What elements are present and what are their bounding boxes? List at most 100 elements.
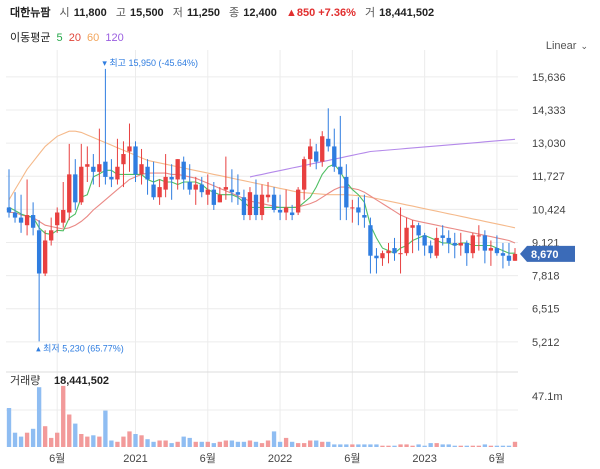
volume-bar bbox=[85, 436, 90, 447]
volume-bar bbox=[374, 444, 379, 447]
candle-body bbox=[265, 194, 271, 198]
candle-body bbox=[277, 209, 283, 213]
candle-body bbox=[356, 207, 361, 213]
ma-5[interactable]: 5 bbox=[56, 32, 63, 44]
candle-body bbox=[6, 207, 12, 213]
candle-body bbox=[446, 237, 451, 243]
candle-body bbox=[301, 159, 307, 190]
volume-value: 18,441,502 bbox=[379, 7, 435, 19]
moving-average-legend: 이동평균 5 20 60 120 bbox=[10, 29, 127, 45]
x-tick-label: 2022 bbox=[268, 453, 292, 465]
candle-body bbox=[392, 248, 397, 254]
candle-body bbox=[235, 192, 241, 195]
volume-bar bbox=[458, 445, 463, 447]
candle-body bbox=[73, 174, 78, 203]
candle-body bbox=[79, 166, 84, 203]
volume-bar bbox=[42, 426, 48, 447]
open-label: 시 bbox=[59, 7, 70, 19]
volume-bar bbox=[476, 445, 482, 447]
candle-body bbox=[410, 225, 415, 228]
candle-body bbox=[133, 146, 138, 175]
candle-body bbox=[464, 243, 469, 254]
volume-panel-value: 18,441,502 bbox=[54, 375, 109, 387]
volume-bar bbox=[488, 445, 494, 447]
candle-body bbox=[127, 146, 132, 152]
volume-bar bbox=[36, 387, 42, 447]
volume-bar bbox=[79, 434, 84, 447]
low-value: 11,250 bbox=[186, 7, 220, 19]
volume-bar bbox=[362, 444, 367, 447]
volume-bar bbox=[157, 440, 162, 447]
candle-body bbox=[404, 227, 409, 254]
close-label: 종 bbox=[229, 7, 240, 19]
candle-body bbox=[308, 146, 313, 160]
candle-body bbox=[362, 215, 367, 218]
candle-body bbox=[416, 225, 421, 236]
volume-bar bbox=[205, 441, 210, 447]
y-tick-label: 5,212 bbox=[532, 337, 560, 349]
candle-body bbox=[139, 164, 144, 175]
y-tick-label: 11,727 bbox=[532, 171, 565, 183]
candle-body bbox=[344, 176, 349, 208]
volume-bar bbox=[211, 443, 216, 447]
candle-body bbox=[211, 189, 216, 205]
candle-body bbox=[283, 207, 289, 213]
volume-bar bbox=[392, 445, 397, 447]
volume-bar bbox=[289, 441, 295, 447]
volume-bar bbox=[97, 436, 102, 447]
volume-bar bbox=[133, 434, 138, 447]
volume-bar bbox=[229, 440, 235, 447]
candle-body bbox=[338, 166, 343, 175]
volume-bar bbox=[326, 441, 331, 447]
candle-body bbox=[175, 159, 180, 180]
ma-120[interactable]: 120 bbox=[105, 32, 124, 44]
volume-bar bbox=[151, 441, 156, 447]
volume-label: 거 bbox=[364, 7, 376, 19]
candle-body bbox=[488, 248, 494, 251]
price-summary: 대한뉴팜 시 11,800 고 15,500 저 11,250 종 12,400… bbox=[10, 4, 440, 20]
candle-body bbox=[24, 215, 30, 226]
volume-panel-label: 거래량 bbox=[10, 374, 40, 387]
volume-bar bbox=[115, 441, 120, 447]
candle-body bbox=[181, 161, 186, 180]
y-tick-label: 13,030 bbox=[532, 138, 566, 150]
candle-body bbox=[482, 235, 488, 251]
volume-bar bbox=[422, 445, 427, 447]
volume-bar bbox=[12, 432, 18, 447]
candle-body bbox=[157, 187, 162, 198]
candle-body bbox=[49, 230, 54, 241]
volume-bar bbox=[446, 444, 451, 447]
volume-bar bbox=[416, 444, 421, 447]
volume-bar bbox=[145, 439, 150, 447]
candle-body bbox=[247, 192, 253, 216]
candle-body bbox=[368, 225, 373, 256]
candle-body bbox=[91, 166, 96, 172]
candle-body bbox=[271, 194, 277, 210]
candle-body bbox=[187, 182, 192, 190]
ma-20[interactable]: 20 bbox=[68, 32, 81, 44]
candle-body bbox=[241, 197, 247, 216]
candle-body bbox=[458, 243, 463, 246]
volume-bar bbox=[169, 443, 174, 447]
y-tick-label: 7,818 bbox=[532, 271, 560, 283]
candle-body bbox=[289, 212, 295, 216]
candle-body bbox=[320, 136, 325, 162]
volume-bar bbox=[482, 444, 488, 447]
volume-bar bbox=[187, 437, 192, 447]
volume-bar bbox=[67, 414, 72, 447]
volume-bar bbox=[386, 445, 391, 447]
candle-body bbox=[42, 240, 48, 274]
volume-bar bbox=[506, 445, 512, 447]
candle-body bbox=[67, 174, 72, 213]
candle-body bbox=[121, 154, 126, 165]
candle-body bbox=[452, 243, 457, 246]
volume-bar bbox=[55, 432, 60, 447]
scale-selector[interactable]: Linear ⌄ bbox=[546, 40, 588, 52]
volume-bar bbox=[30, 428, 36, 447]
volume-bar bbox=[428, 443, 433, 447]
candle-body bbox=[199, 184, 204, 193]
ma-60[interactable]: 60 bbox=[87, 32, 100, 44]
volume-bar bbox=[18, 436, 24, 447]
volume-bar bbox=[314, 440, 319, 447]
